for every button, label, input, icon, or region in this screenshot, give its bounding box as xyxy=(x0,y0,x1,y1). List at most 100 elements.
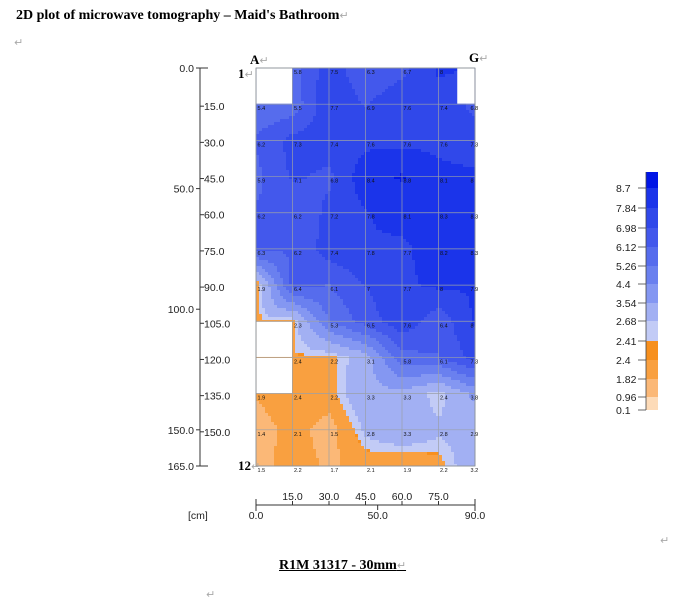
heat-cell xyxy=(262,203,266,207)
heat-cell xyxy=(277,137,281,141)
heat-cell xyxy=(301,128,305,132)
heat-cell xyxy=(379,209,383,213)
heat-cell xyxy=(376,143,380,147)
heat-cell xyxy=(325,131,329,135)
heat-cell xyxy=(415,257,419,261)
heat-cell xyxy=(283,224,287,228)
heat-cell xyxy=(454,104,458,108)
heat-cell xyxy=(424,260,428,264)
heat-cell xyxy=(334,194,338,198)
heat-cell xyxy=(430,128,434,132)
heat-cell xyxy=(286,185,290,189)
heat-cell xyxy=(271,158,275,162)
heat-cell xyxy=(328,158,332,162)
heat-cell xyxy=(448,152,452,156)
heat-cell xyxy=(346,260,350,264)
heat-cell xyxy=(418,236,422,240)
heat-cell xyxy=(451,254,455,258)
heat-cell xyxy=(388,182,392,186)
heat-cell xyxy=(463,248,467,252)
heat-cell xyxy=(379,254,383,258)
heat-cell xyxy=(409,194,413,198)
heat-cell xyxy=(325,119,329,123)
heat-cell xyxy=(436,86,440,90)
heat-cell xyxy=(367,152,371,156)
heat-cell xyxy=(451,224,455,228)
heat-cell xyxy=(280,170,284,174)
heat-cell xyxy=(355,158,359,162)
heat-cell xyxy=(385,191,389,195)
heat-cell xyxy=(289,263,293,267)
heat-cell xyxy=(313,74,317,78)
heat-cell xyxy=(292,86,296,90)
heat-cell xyxy=(349,98,353,102)
heat-cell xyxy=(472,143,476,147)
heat-cell xyxy=(355,119,359,123)
heat-cell xyxy=(436,188,440,192)
heat-cell xyxy=(259,170,263,174)
heat-cell xyxy=(280,125,284,129)
heat-cell xyxy=(292,212,296,216)
heat-cell xyxy=(370,116,374,120)
heat-cell xyxy=(394,89,398,93)
heat-cell xyxy=(316,173,320,177)
heat-cell xyxy=(370,137,374,141)
heat-cell xyxy=(355,95,359,99)
heat-cell xyxy=(373,263,377,267)
heat-cell xyxy=(319,155,323,159)
heat-cell xyxy=(262,170,266,174)
heat-cell xyxy=(445,239,449,243)
heat-cell xyxy=(439,155,443,159)
heat-cell xyxy=(415,182,419,186)
heat-cell xyxy=(409,107,413,111)
heat-cell xyxy=(322,170,326,174)
heat-cell xyxy=(460,113,464,117)
heat-cell xyxy=(367,140,371,144)
heat-cell xyxy=(463,194,467,198)
heat-cell xyxy=(271,122,275,126)
heat-cell xyxy=(295,83,299,87)
heat-cell xyxy=(379,89,383,93)
heat-cell xyxy=(298,254,302,258)
heat-cell xyxy=(409,197,413,201)
heat-cell xyxy=(358,125,362,129)
heat-cell xyxy=(457,173,461,177)
heat-cell xyxy=(268,263,272,267)
heat-cell xyxy=(286,269,290,273)
heat-cell xyxy=(298,119,302,123)
heat-cell xyxy=(421,137,425,141)
heat-cell xyxy=(379,149,383,153)
heat-cell xyxy=(412,206,416,210)
heat-cell xyxy=(361,224,365,228)
heat-cell xyxy=(304,215,308,219)
heat-cell xyxy=(361,185,365,189)
heat-cell xyxy=(301,173,305,177)
heat-cell xyxy=(412,134,416,138)
heat-cell xyxy=(283,239,287,243)
heat-cell xyxy=(427,203,431,207)
heat-cell xyxy=(307,116,311,120)
heat-cell xyxy=(271,134,275,138)
heat-cell xyxy=(334,269,338,273)
heat-cell xyxy=(280,203,284,207)
heat-cell xyxy=(268,143,272,147)
heat-cell xyxy=(439,248,443,252)
heat-cell xyxy=(301,155,305,159)
heat-cell xyxy=(454,173,458,177)
heat-cell xyxy=(460,137,464,141)
heat-cell xyxy=(331,197,335,201)
heat-cell xyxy=(472,227,476,231)
heat-cell xyxy=(436,209,440,213)
heat-cell xyxy=(283,182,287,186)
heat-cell xyxy=(331,239,335,243)
heat-cell xyxy=(298,74,302,78)
heat-cell xyxy=(352,74,356,78)
heat-cell xyxy=(310,194,314,198)
heat-cell xyxy=(331,260,335,264)
heat-cell xyxy=(262,269,266,273)
heat-cell xyxy=(391,230,395,234)
heat-cell xyxy=(331,266,335,270)
heat-cell xyxy=(298,83,302,87)
heat-cell xyxy=(388,200,392,204)
heat-cell xyxy=(427,80,431,84)
